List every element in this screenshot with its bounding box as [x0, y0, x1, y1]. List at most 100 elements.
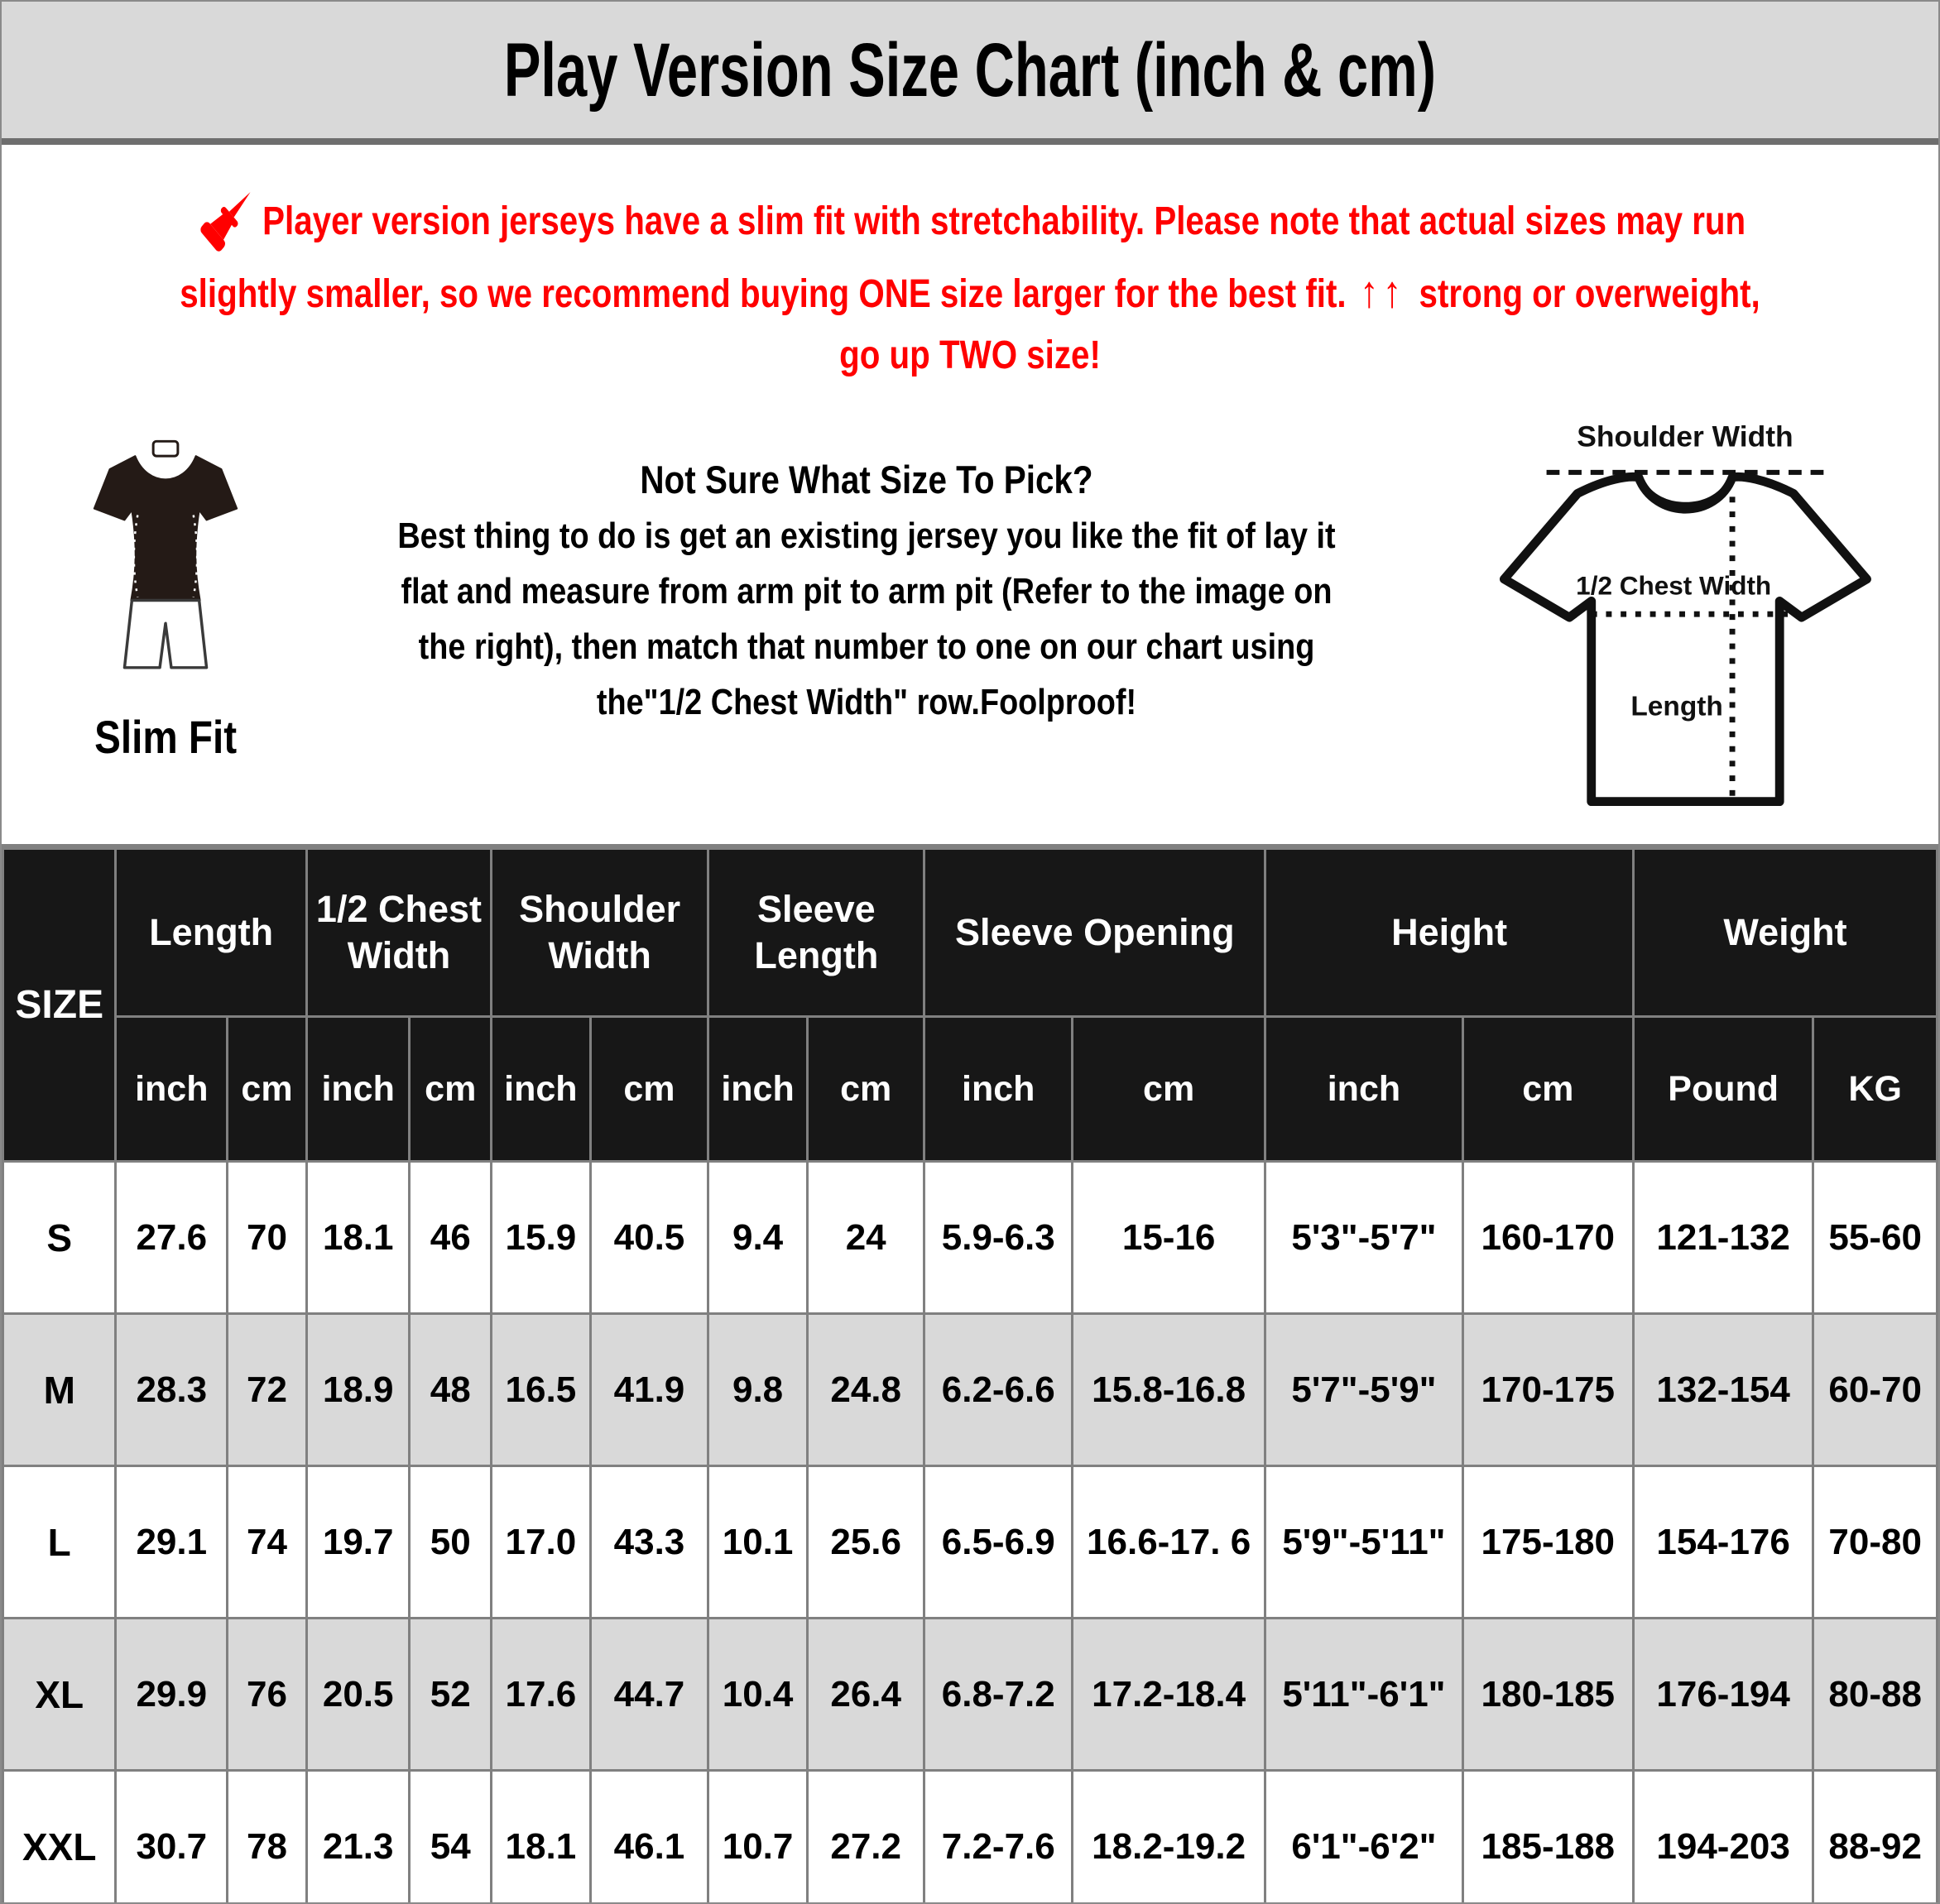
table-cell: 6.5-6.9 — [923, 1465, 1074, 1619]
col-header-sleeve-opening: Sleeve Opening — [923, 846, 1267, 1018]
table-cell: 176-194 — [1631, 1617, 1815, 1772]
table-cell: 55-60 — [1812, 1160, 1938, 1315]
size-label: XXL — [2, 1769, 118, 1902]
table-cell: 170-175 — [1461, 1312, 1635, 1467]
table-cell: 21.3 — [305, 1769, 411, 1902]
table-cell: 6.2-6.6 — [923, 1312, 1074, 1467]
table-cell: 60-70 — [1812, 1312, 1938, 1467]
unit-header: cm — [805, 1015, 926, 1163]
table-cell: 6'1"-6'2" — [1264, 1769, 1464, 1902]
fit-guide-section: Slim Fit Not Sure What Size To Pick? Bes… — [2, 397, 1938, 844]
table-cell: 5.9-6.3 — [923, 1160, 1074, 1315]
unit-header: cm — [588, 1015, 710, 1163]
col-header-shoulder: Shoulder Width — [490, 846, 710, 1018]
unit-header: inch — [114, 1015, 229, 1163]
table-cell: 54 — [408, 1769, 493, 1902]
unit-header: KG — [1812, 1015, 1938, 1163]
unit-header: cm — [408, 1015, 493, 1163]
up-arrows-icon: ↑↑ — [1359, 267, 1406, 317]
unit-header: inch — [923, 1015, 1074, 1163]
page-title: Play Version Size Chart (inch & cm) — [503, 26, 1437, 113]
table-cell: 5'3"-5'7" — [1264, 1160, 1464, 1315]
table-cell: 18.9 — [305, 1312, 411, 1467]
table-cell: 132-154 — [1631, 1312, 1815, 1467]
table-cell: 46 — [408, 1160, 493, 1315]
notice-text-2b: strong or overweight, — [1419, 272, 1760, 316]
slim-fit-column: Slim Fit — [41, 412, 290, 837]
table-cell: 74 — [226, 1465, 308, 1619]
table-row-s: S 27.6 70 18.1 46 15.9 40.5 9.4 24 5.9-6… — [2, 1160, 1938, 1315]
half-chest-width-label: 1/2 Chest Width — [1576, 571, 1771, 601]
table-cell: 16.5 — [490, 1312, 592, 1467]
slim-fit-icon — [93, 439, 238, 669]
length-label: Length — [1630, 691, 1723, 722]
table-cell: 44.7 — [588, 1617, 710, 1772]
col-header-weight: Weight — [1631, 846, 1938, 1018]
fit-guide-line: Best thing to do is get an existing jers… — [397, 516, 1336, 557]
table-cell: 18.2-19.2 — [1071, 1769, 1267, 1902]
table-cell: 9.4 — [707, 1160, 809, 1315]
size-label: XL — [2, 1617, 118, 1772]
col-header-height: Height — [1264, 846, 1635, 1018]
table-cell: 15.9 — [490, 1160, 592, 1315]
table-cell: 29.9 — [114, 1617, 229, 1772]
table-cell: 160-170 — [1461, 1160, 1635, 1315]
table-cell: 5'7"-5'9" — [1264, 1312, 1464, 1467]
unit-header: inch — [490, 1015, 592, 1163]
table-cell: 50 — [408, 1465, 493, 1619]
table-cell: 24.8 — [805, 1312, 926, 1467]
table-cell: 154-176 — [1631, 1465, 1815, 1619]
table-cell: 9.8 — [707, 1312, 809, 1467]
size-table: SIZE Length 1/2 Chest Width Shoulder Wid… — [2, 844, 1938, 1902]
table-cell: 16.6-17. 6 — [1071, 1465, 1267, 1619]
table-cell: 15.8-16.8 — [1071, 1312, 1267, 1467]
notice-line-1: Player version jerseys have a slim fit w… — [166, 180, 1774, 259]
table-cell: 29.1 — [114, 1465, 229, 1619]
table-cell: 194-203 — [1631, 1769, 1815, 1902]
unit-header: Pound — [1631, 1015, 1815, 1163]
notice-line-3: go up TWO size! — [839, 333, 1101, 377]
table-row-xl: XL 29.9 76 20.5 52 17.6 44.7 10.4 26.4 6… — [2, 1617, 1938, 1772]
table-cell: 72 — [226, 1312, 308, 1467]
fit-guide-line: the"1/2 Chest Width" row.Foolproof! — [596, 682, 1137, 723]
col-header-size: SIZE — [2, 846, 118, 1163]
table-cell: 28.3 — [114, 1312, 229, 1467]
table-cell: 46.1 — [588, 1769, 710, 1902]
table-cell: 27.2 — [805, 1769, 926, 1902]
shoulder-width-label: Shoulder Width — [1577, 420, 1794, 453]
fit-guide-line: the right), then match that number to on… — [418, 626, 1315, 668]
size-label: M — [2, 1312, 118, 1467]
table-cell: 185-188 — [1461, 1769, 1635, 1902]
unit-header: cm — [226, 1015, 308, 1163]
table-cell: 7.2-7.6 — [923, 1769, 1074, 1902]
table-cell: 52 — [408, 1617, 493, 1772]
table-cell: 17.2-18.4 — [1071, 1617, 1267, 1772]
unit-header: cm — [1071, 1015, 1267, 1163]
table-cell: 20.5 — [305, 1617, 411, 1772]
table-cell: 76 — [226, 1617, 308, 1772]
size-label: S — [2, 1160, 118, 1315]
fit-guide-heading: Not Sure What Size To Pick? — [640, 458, 1093, 501]
table-cell: 30.7 — [114, 1769, 229, 1902]
notice-line-2: slightly smaller, so we recommend buying… — [166, 259, 1774, 326]
table-cell: 5'11"-6'1" — [1264, 1617, 1464, 1772]
unit-header: inch — [707, 1015, 809, 1163]
fit-guide-line: flat and measure from arm pit to arm pit… — [401, 571, 1333, 612]
table-cell: 25.6 — [805, 1465, 926, 1619]
table-cell: 26.4 — [805, 1617, 926, 1772]
unit-header: inch — [1264, 1015, 1464, 1163]
fit-guide-text: Not Sure What Size To Pick? Best thing t… — [290, 412, 1443, 837]
title-bar: Play Version Size Chart (inch & cm) — [2, 2, 1938, 145]
table-cell: 43.3 — [588, 1465, 710, 1619]
table-cell: 17.0 — [490, 1465, 592, 1619]
table-cell: 88-92 — [1812, 1769, 1938, 1902]
table-cell: 121-132 — [1631, 1160, 1815, 1315]
table-cell: 10.4 — [707, 1617, 809, 1772]
table-cell: 18.1 — [305, 1160, 411, 1315]
table-cell: 70 — [226, 1160, 308, 1315]
table-cell: 180-185 — [1461, 1617, 1635, 1772]
table-cell: 17.6 — [490, 1617, 592, 1772]
notice: Player version jerseys have a slim fit w… — [2, 145, 1938, 397]
unit-header: cm — [1461, 1015, 1635, 1163]
tshirt-measure-diagram: Shoulder Width 1/2 Chest Width Length — [1499, 420, 1871, 807]
